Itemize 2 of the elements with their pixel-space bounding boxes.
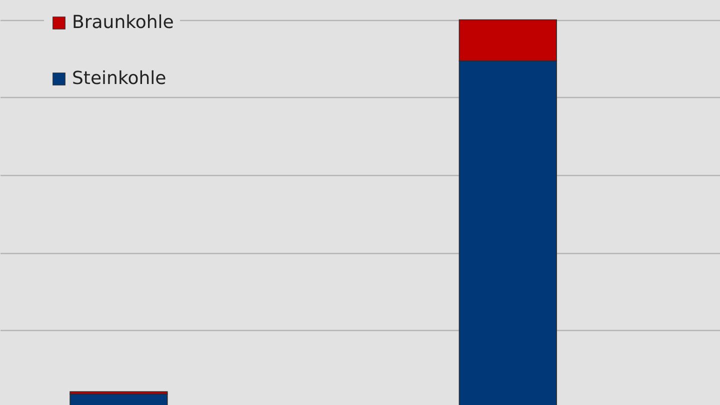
legend-label: Braunkohle	[72, 12, 174, 33]
legend-label: Steinkohle	[72, 68, 166, 89]
